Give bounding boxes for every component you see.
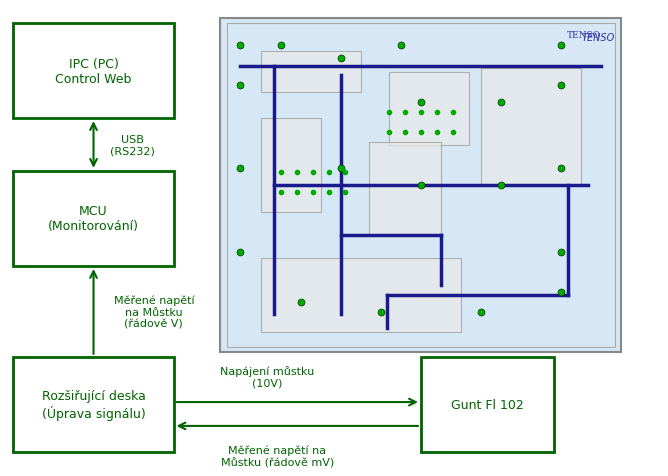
- Text: Rozšiřující deska
(Úprava signálu): Rozšiřující deska (Úprava signálu): [41, 389, 146, 420]
- Bar: [261, 119, 321, 212]
- Bar: [369, 142, 441, 236]
- Bar: [220, 19, 621, 352]
- Text: Měřené napětí na
Můstku (řádově mV): Měřené napětí na Můstku (řádově mV): [220, 445, 334, 467]
- Bar: [13, 171, 174, 267]
- Bar: [261, 259, 461, 332]
- Bar: [227, 24, 615, 347]
- Text: Gunt Fl 102: Gunt Fl 102: [452, 398, 524, 411]
- Text: IPC (PC)
Control Web: IPC (PC) Control Web: [55, 58, 132, 85]
- Text: Měřené napětí
na Můstku
(řádově V): Měřené napětí na Můstku (řádově V): [114, 295, 194, 328]
- Bar: [13, 24, 174, 119]
- Text: TENSO: TENSO: [567, 31, 601, 40]
- Bar: [389, 72, 469, 146]
- Bar: [421, 357, 554, 452]
- Bar: [13, 357, 174, 452]
- Bar: [481, 69, 581, 186]
- Text: USB
(RS232): USB (RS232): [110, 134, 155, 156]
- Text: Napájení můstku
(10V): Napájení můstku (10V): [220, 366, 315, 388]
- Bar: [261, 52, 361, 92]
- Text: TENSO: TENSO: [581, 33, 615, 43]
- Text: MCU
(Monitorování): MCU (Monitorování): [48, 205, 139, 233]
